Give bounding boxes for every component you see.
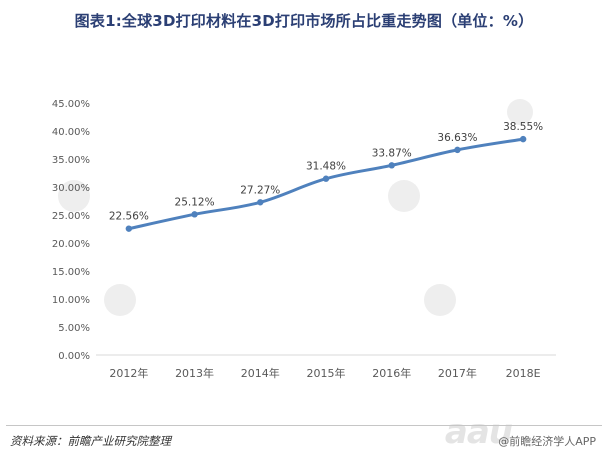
credit-text: @前瞻经济学人APP	[498, 435, 596, 448]
data-point	[322, 175, 330, 182]
data-points	[125, 135, 527, 232]
y-tick-label: 40.00%	[52, 127, 90, 138]
data-point	[191, 211, 198, 218]
data-label: 22.56%	[109, 211, 149, 223]
data-point	[519, 135, 527, 143]
x-tick-label: 2012年	[109, 366, 148, 380]
series-line	[127, 137, 525, 231]
x-tick-label: 2014年	[241, 366, 280, 380]
y-tick-label: 30.00%	[52, 183, 90, 194]
data-label: 33.87%	[372, 147, 412, 159]
y-tick-label: 45.00%	[52, 99, 90, 110]
source-note: 资料来源：前瞻产业研究院整理	[10, 434, 171, 448]
x-tick-label: 2013年	[175, 366, 214, 380]
brand-watermark: aau	[444, 412, 513, 452]
y-tick-label: 0.00%	[58, 351, 90, 362]
data-label: 38.55%	[503, 121, 543, 133]
x-tick-label: 2018E	[506, 367, 541, 380]
x-tick-label: 2017年	[438, 366, 477, 380]
data-point	[125, 225, 133, 232]
y-tick-label: 10.00%	[52, 295, 90, 306]
chart-title: 图表1:全球3D打印材料在3D打印市场所占比重走势图（单位：%）	[74, 12, 534, 30]
data-point	[388, 162, 395, 169]
data-point	[454, 146, 461, 154]
x-axis-ticks: 2012年 2013年 2014年 2015年 2016年 2017年 2018E	[109, 366, 540, 380]
watermark	[58, 99, 533, 316]
y-tick-label: 20.00%	[52, 239, 90, 250]
data-point	[257, 199, 264, 206]
y-axis-ticks: 0.00% 5.00% 10.00% 15.00% 20.00% 25.00% 30.00%…	[52, 99, 90, 362]
y-tick-label: 15.00%	[52, 267, 90, 278]
data-label: 27.27%	[240, 184, 280, 196]
y-tick-label: 5.00%	[58, 323, 90, 334]
y-tick-label: 25.00%	[52, 211, 90, 222]
footer-divider	[6, 425, 602, 426]
x-tick-label: 2016年	[372, 366, 411, 380]
x-tick-label: 2015年	[307, 366, 346, 380]
data-label: 36.63%	[437, 132, 477, 144]
data-labels: 22.56% 25.12% 27.27% 31.48% 33.87% 36.63% 38.5…	[109, 121, 543, 223]
data-label: 25.12%	[175, 196, 215, 208]
y-tick-label: 35.00%	[52, 155, 90, 166]
data-label: 31.48%	[306, 161, 346, 173]
